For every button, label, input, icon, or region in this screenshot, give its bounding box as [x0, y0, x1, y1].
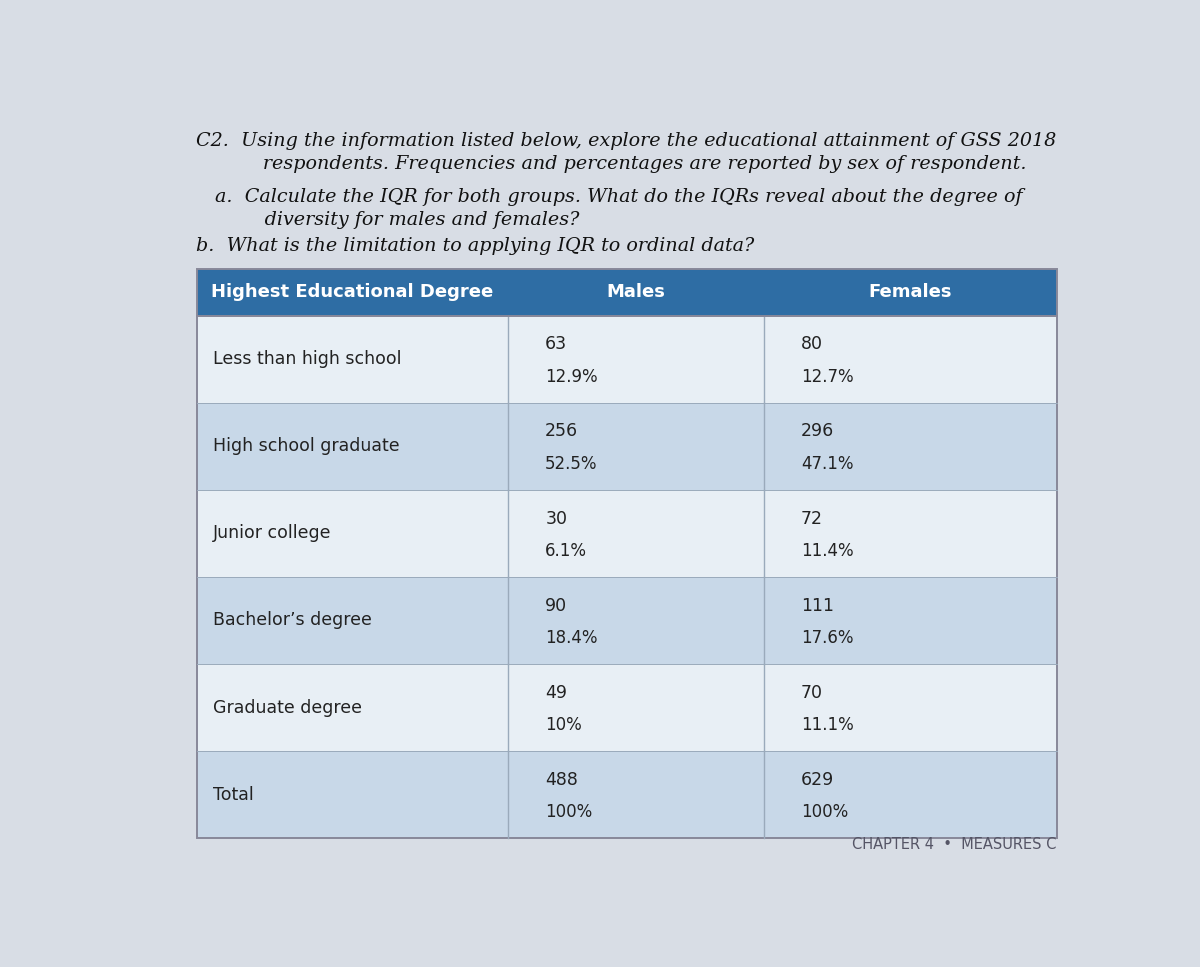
Text: 629: 629: [802, 771, 834, 789]
Text: Bachelor’s degree: Bachelor’s degree: [214, 611, 372, 630]
Text: 49: 49: [545, 684, 568, 702]
Text: respondents. Frequencies and percentages are reported by sex of respondent.: respondents. Frequencies and percentages…: [220, 155, 1026, 173]
Text: Males: Males: [606, 283, 665, 301]
Text: CHAPTER 4  •  MEASURES C: CHAPTER 4 • MEASURES C: [852, 836, 1057, 852]
Text: 10%: 10%: [545, 716, 582, 734]
Text: Total: Total: [214, 786, 254, 804]
Text: 63: 63: [545, 336, 568, 353]
Text: Females: Females: [869, 283, 952, 301]
Text: C2.  Using the information listed below, explore the educational attainment of G: C2. Using the information listed below, …: [197, 132, 1057, 151]
Text: 11.4%: 11.4%: [802, 542, 853, 560]
Text: 11.1%: 11.1%: [802, 716, 853, 734]
Text: b.  What is the limitation to applying IQR to ordinal data?: b. What is the limitation to applying IQ…: [197, 238, 755, 255]
Text: 90: 90: [545, 597, 568, 615]
Text: 30: 30: [545, 510, 568, 528]
Text: Less than high school: Less than high school: [214, 350, 402, 368]
Text: a.  Calculate the IQR for both groups. What do the IQRs reveal about the degree : a. Calculate the IQR for both groups. Wh…: [215, 189, 1022, 206]
Text: 18.4%: 18.4%: [545, 629, 598, 647]
Bar: [508, 269, 764, 315]
Text: Graduate degree: Graduate degree: [214, 698, 362, 717]
Text: 47.1%: 47.1%: [802, 454, 853, 473]
Text: Highest Educational Degree: Highest Educational Degree: [211, 283, 493, 301]
Text: High school graduate: High school graduate: [214, 437, 400, 455]
Bar: [197, 269, 508, 315]
Text: 111: 111: [802, 597, 834, 615]
Text: 256: 256: [545, 423, 578, 440]
Text: Junior college: Junior college: [214, 524, 331, 542]
Text: 488: 488: [545, 771, 578, 789]
Bar: [764, 269, 1057, 315]
Text: 72: 72: [802, 510, 823, 528]
Text: 12.9%: 12.9%: [545, 367, 598, 386]
Text: 52.5%: 52.5%: [545, 454, 598, 473]
Text: 12.7%: 12.7%: [802, 367, 853, 386]
Text: 296: 296: [802, 423, 834, 440]
Text: 100%: 100%: [545, 804, 593, 821]
Text: 80: 80: [802, 336, 823, 353]
Text: 70: 70: [802, 684, 823, 702]
Text: 17.6%: 17.6%: [802, 629, 853, 647]
Text: 6.1%: 6.1%: [545, 542, 587, 560]
Text: diversity for males and females?: diversity for males and females?: [234, 212, 580, 229]
Text: 100%: 100%: [802, 804, 848, 821]
